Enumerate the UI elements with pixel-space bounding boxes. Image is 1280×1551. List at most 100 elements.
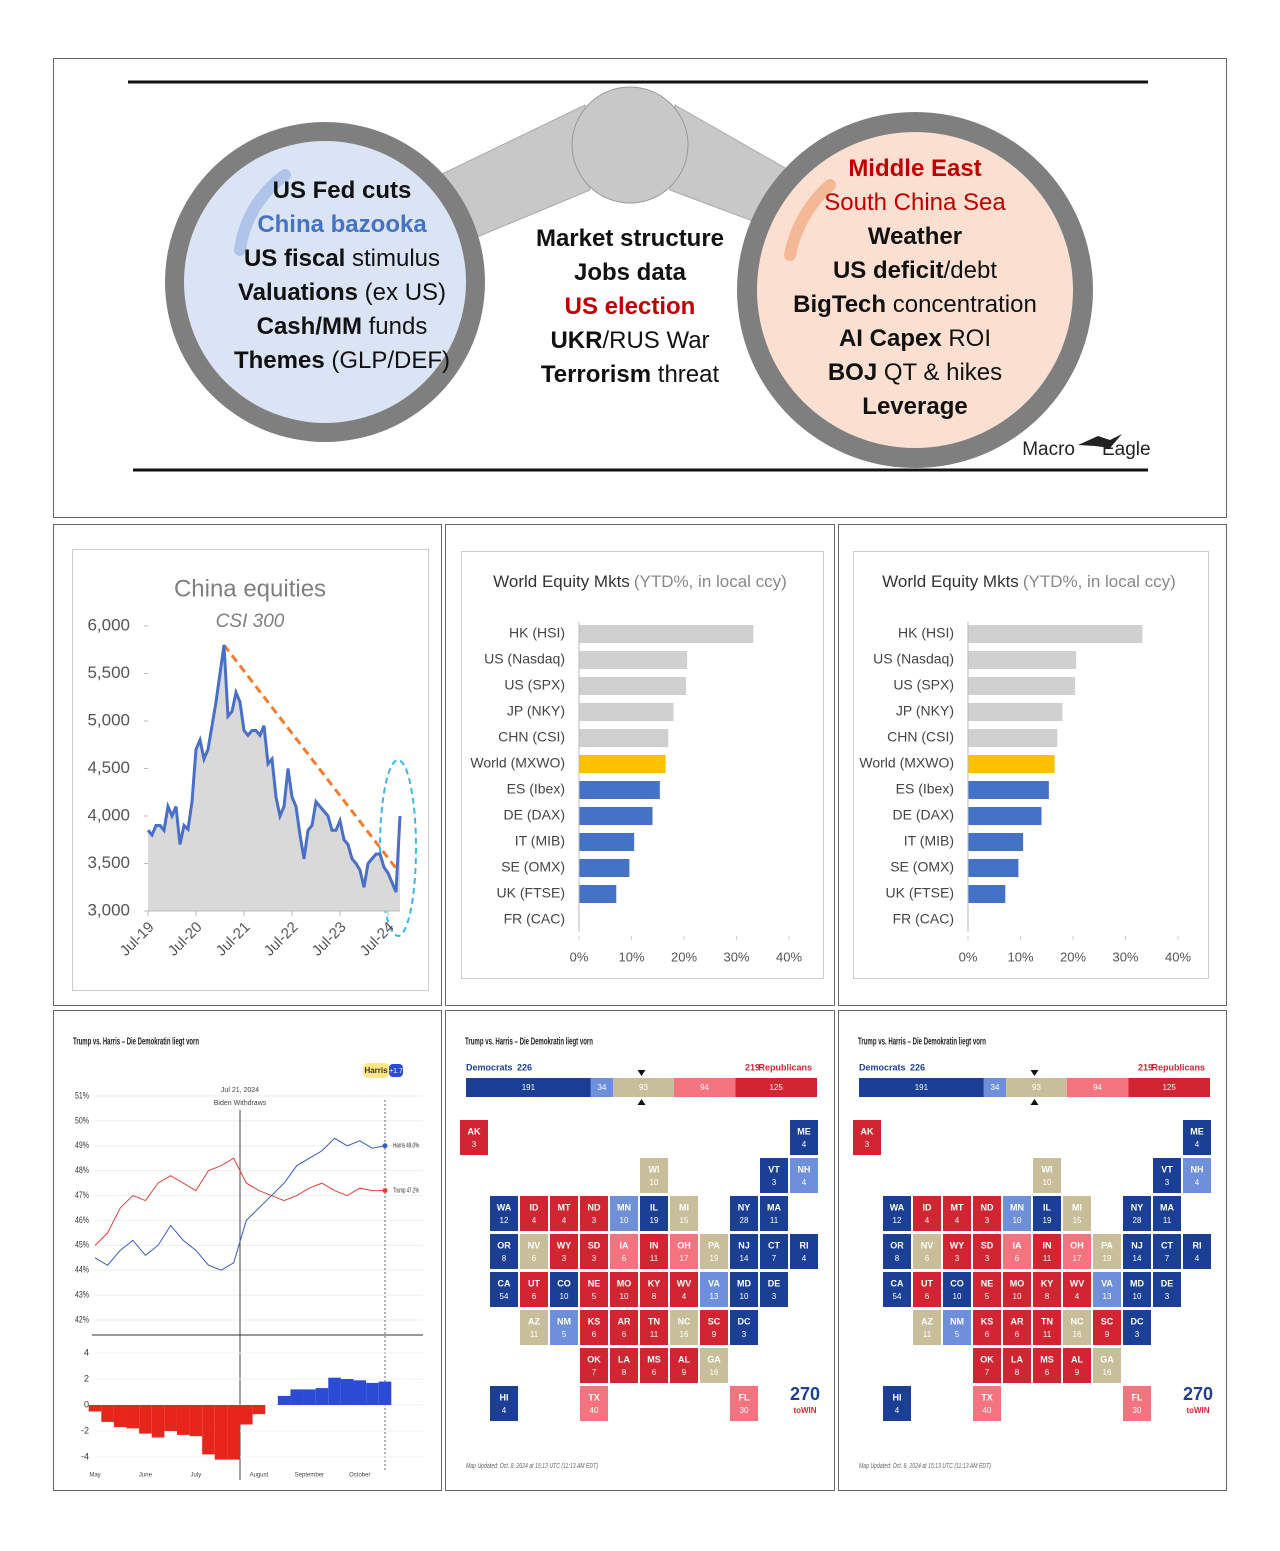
- state-votes: 10: [620, 1292, 629, 1301]
- x-tick-label: 40%: [776, 949, 802, 964]
- highlight-ellipse: [379, 759, 417, 937]
- bar: [968, 625, 1143, 643]
- state-tile: [1033, 1158, 1061, 1193]
- state-abbr: MT: [951, 1202, 964, 1212]
- y-tick-label: -2: [81, 1425, 89, 1435]
- margin-bar: [88, 1405, 102, 1412]
- x-tick-label: 30%: [1112, 949, 1138, 964]
- state-votes: 3: [562, 1254, 567, 1263]
- state-votes: 6: [622, 1330, 627, 1339]
- state-tile: [700, 1234, 728, 1269]
- segment-label: 125: [769, 1083, 783, 1092]
- map-logo: toWIN: [1186, 1406, 1209, 1415]
- state-tile: [670, 1196, 698, 1231]
- bar: [579, 755, 666, 773]
- state-votes: 3: [865, 1140, 870, 1149]
- state-abbr: TX: [981, 1392, 993, 1402]
- state-abbr: PA: [708, 1240, 720, 1250]
- state-abbr: AZ: [921, 1316, 933, 1326]
- center-marker: [637, 1070, 646, 1076]
- state-abbr: TN: [1041, 1316, 1053, 1326]
- regular-text: (GLP/DEF): [325, 347, 450, 374]
- state-abbr: MA: [1160, 1202, 1174, 1212]
- state-abbr: MI: [1072, 1202, 1082, 1212]
- category-label: FR (CAC): [893, 911, 954, 927]
- state-votes: 30: [740, 1406, 749, 1415]
- state-votes: 10: [953, 1292, 962, 1301]
- state-abbr: GA: [707, 1354, 721, 1364]
- state-abbr: CT: [1161, 1240, 1173, 1250]
- bar: [579, 703, 674, 721]
- state-abbr: AL: [1071, 1354, 1083, 1364]
- state-tile: [550, 1310, 578, 1345]
- state-tile: [883, 1234, 911, 1269]
- chart-title: World Equity Mkts (YTD%, in local ccy): [882, 572, 1176, 591]
- state-abbr: VA: [708, 1278, 720, 1288]
- state-abbr: TX: [588, 1392, 600, 1402]
- state-tile: [1033, 1348, 1061, 1383]
- state-votes: 10: [1043, 1178, 1052, 1187]
- state-votes: 11: [923, 1330, 932, 1339]
- margin-bar: [113, 1405, 127, 1428]
- margin-bar: [164, 1405, 177, 1431]
- regular-text: ROI: [942, 325, 991, 352]
- state-tile: [730, 1310, 758, 1345]
- state-tile: [1123, 1310, 1151, 1345]
- bar: [968, 729, 1058, 747]
- rating-segment: [1128, 1078, 1210, 1097]
- state-abbr: CA: [891, 1278, 904, 1288]
- lens-gloss: [234, 169, 291, 256]
- state-votes: 12: [500, 1216, 509, 1225]
- state-tile: [520, 1272, 548, 1307]
- y-tick-label: 2: [84, 1373, 89, 1383]
- state-votes: 16: [1103, 1368, 1112, 1377]
- bar: [579, 677, 687, 695]
- bold-text: Terrorism: [541, 361, 651, 388]
- segment-label: 93: [639, 1083, 648, 1092]
- state-tile: [1003, 1196, 1031, 1231]
- state-abbr: IL: [1043, 1202, 1052, 1212]
- state-abbr: IA: [620, 1240, 630, 1250]
- state-votes: 4: [502, 1406, 507, 1415]
- state-tile: [1033, 1196, 1061, 1231]
- bold-text: Middle East: [848, 155, 981, 182]
- bar: [968, 807, 1042, 825]
- state-votes: 11: [650, 1330, 659, 1339]
- segment-label: 34: [991, 1083, 1000, 1092]
- segment-label: 94: [1093, 1083, 1102, 1092]
- state-votes: 9: [682, 1368, 687, 1377]
- end-label: Trump 47.2%: [393, 1187, 419, 1194]
- state-votes: 16: [710, 1368, 719, 1377]
- state-tile: [1063, 1348, 1091, 1383]
- state-votes: 9: [712, 1330, 717, 1339]
- x-tick-label: 10%: [618, 949, 644, 964]
- state-votes: 54: [893, 1292, 902, 1301]
- state-tile: [580, 1348, 608, 1383]
- state-abbr: FL: [1132, 1392, 1143, 1402]
- state-tile: [670, 1348, 698, 1383]
- margin-bar: [126, 1405, 140, 1429]
- state-votes: 16: [1073, 1330, 1082, 1339]
- category-label: World (MXWO): [470, 755, 565, 771]
- state-abbr: OK: [587, 1354, 601, 1364]
- panel-frame: [838, 524, 1227, 1006]
- state-votes: 5: [955, 1330, 960, 1339]
- state-abbr: UT: [921, 1278, 933, 1288]
- state-votes: 11: [1043, 1330, 1052, 1339]
- state-abbr: AL: [678, 1354, 690, 1364]
- state-tile: [640, 1310, 668, 1345]
- margin-bar: [151, 1405, 165, 1438]
- logo-text: Macro: [1022, 439, 1075, 460]
- y-tick-label: 46%: [75, 1215, 89, 1225]
- margin-bar: [340, 1379, 354, 1405]
- state-abbr: KS: [981, 1316, 994, 1326]
- state-votes: 19: [1103, 1254, 1112, 1263]
- state-votes: 6: [925, 1292, 930, 1301]
- state-abbr: NJ: [1131, 1240, 1143, 1250]
- bar: [968, 703, 1063, 721]
- state-abbr: MS: [1040, 1354, 1054, 1364]
- y-tick-label: 51%: [75, 1090, 89, 1100]
- state-tile: [1183, 1120, 1211, 1155]
- rating-segment: [1006, 1078, 1067, 1097]
